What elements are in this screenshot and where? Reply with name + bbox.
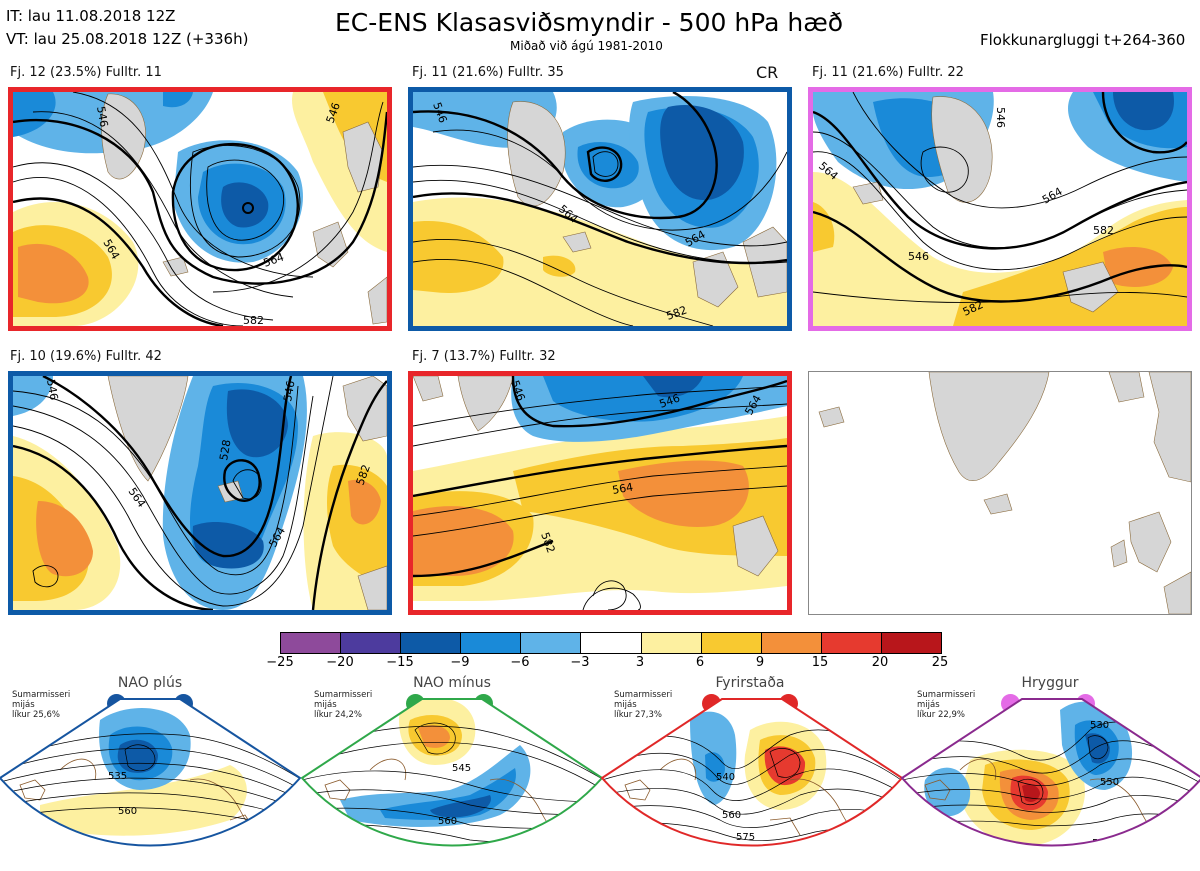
valid-time: VT: lau 25.08.2018 12Z (+336h) [6,30,249,48]
colorbar-tick-label: 15 [811,655,829,670]
colorbar-segment [820,633,881,653]
colorbar-tick-label: 20 [871,655,889,670]
colorbar-tick-label: −20 [326,655,354,670]
colorbar-tick-label: −9 [450,655,470,670]
contour-label: 560 [438,816,457,827]
contour-label: 545 [452,763,471,774]
contour-label: 550 [1100,777,1119,788]
colorbar-segment [640,633,701,653]
colorbar-tick-label: 25 [931,655,949,670]
colorbar-segment [460,633,521,653]
regime-2-title: NAO mínus [413,675,491,691]
cr-label: CR [756,63,779,82]
colorbar-tick-label: 9 [755,655,765,670]
colorbar-tick-label: −3 [570,655,590,670]
colorbar-tick-label: 3 [635,655,645,670]
panel-2-label: Fj. 11 (21.6%) Fulltr. 35 [412,65,564,80]
regime-map-hryggur: 530 550 575 [902,699,1200,846]
regime-1-title: NAO plús [117,675,183,691]
contour-label: 546 [994,107,1007,128]
regime-1-text: Sumarmisseri mijás líkur 25,6% [12,690,71,720]
colorbar-tick-label: −15 [386,655,414,670]
panel-1-label: Fj. 12 (23.5%) Fulltr. 11 [10,65,162,80]
contour-label: 530 [1090,720,1109,731]
contour-label: 560 [118,806,137,817]
colorbar-segment [760,633,821,653]
colorbar-tick-label: 6 [695,655,705,670]
cluster-map-2: 546 564 564 582 [408,87,792,331]
contour-label: 546 [281,380,297,403]
colorbar-tick-label: −6 [510,655,530,670]
panel-4-label: Fj. 10 (19.6%) Fulltr. 42 [10,349,162,364]
regime-map-nao-minus: 545 560 575 [302,699,602,859]
regime-maps: 535 560 545 560 575 [0,698,1200,859]
contour-label: 575 [448,848,467,859]
contour-label: 582 [1093,224,1114,237]
contour-label: 546 [908,250,929,263]
classification-window: Flokkunargluggi t+264-360 [980,31,1186,49]
regime-3-title: Fyrirstaða [715,675,785,691]
initial-time: IT: lau 11.08.2018 12Z [6,7,176,25]
cluster-map-4: 546 546 528 564 564 582 [8,371,392,615]
cluster-map-3: 546 546 564 564 582 582 [808,87,1192,331]
colorbar [280,632,942,654]
contour-label: 575 [736,832,755,843]
regime-3-text: Sumarmisseri mijás líkur 27,3% [614,690,673,720]
contour-label: 546 [44,378,60,401]
contour-label: 535 [108,771,127,782]
contour-label: 528 [217,439,233,462]
colorbar-segment [700,633,761,653]
panel-3-label: Fj. 11 (21.6%) Fulltr. 22 [812,65,964,80]
contour-label: 546 [94,105,110,128]
contour-label: 582 [243,314,264,326]
colorbar-segment [400,633,461,653]
contour-label: 540 [716,772,735,783]
regime-2-text: Sumarmisseri mijás líkur 24,2% [314,690,373,720]
colorbar-segment [340,633,401,653]
map-subtitle: Miðað við ágú 1981-2010 [510,39,663,53]
contour-label: 564 [611,481,634,497]
cluster-map-1: 546 546 564 564 582 [8,87,392,331]
colorbar-segment [580,633,641,653]
colorbar-segment [520,633,581,653]
regime-map-nao-plus: 535 560 [0,699,300,846]
regime-4-text: Sumarmisseri mijás líkur 22,9% [917,690,976,720]
regime-map-fyrirstada: 540 560 575 [602,699,902,846]
colorbar-ticks: −25 −20 −15 −9 −6 −3 3 6 9 15 20 25 [266,655,948,673]
cluster-map-5: 546 546 564 564 582 [408,371,792,615]
map-title: EC-ENS Klasasviðsmyndir - 500 hPa hæð [335,8,844,37]
contour-label: 560 [722,810,741,821]
reference-map [808,371,1192,615]
colorbar-segment [281,633,341,653]
colorbar-tick-label: −25 [266,655,294,670]
colorbar-segment [880,633,942,653]
panel-5-label: Fj. 7 (13.7%) Fulltr. 32 [412,349,556,364]
regime-4-title: Hryggur [1021,675,1079,691]
